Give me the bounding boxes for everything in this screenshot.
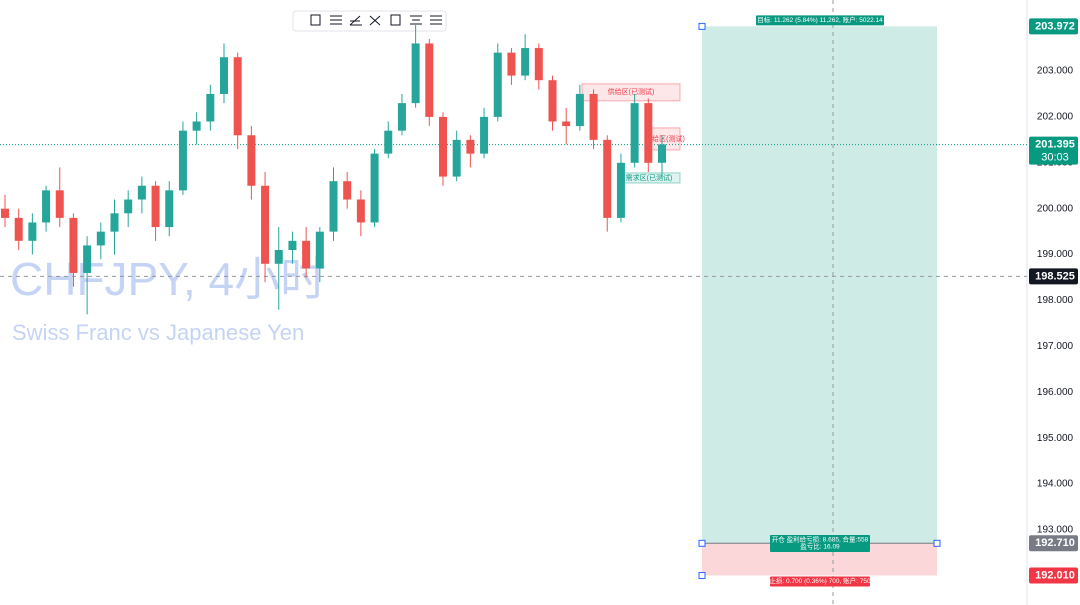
candle-body (178, 130, 187, 191)
zone (581, 83, 681, 102)
candle-body (274, 250, 283, 264)
candle-body (165, 190, 174, 228)
candle-body (548, 80, 557, 122)
candle-body (534, 48, 543, 81)
target-label: 目标: 11.262 (5.84%) 11,262, 账户: 5022.14 (757, 15, 883, 24)
y-tick-label: 195.000 (1037, 433, 1074, 444)
y-tick-label: 194.000 (1037, 479, 1074, 490)
y-tick-label: 193.000 (1037, 525, 1074, 536)
crosshair-tag: 198.525 (1035, 270, 1075, 282)
stop-label-bg (770, 576, 870, 587)
handle (698, 539, 706, 547)
candle-body (302, 240, 311, 269)
current-tag: 201.395 (1035, 139, 1075, 151)
candle-body (425, 43, 434, 117)
candle-body (452, 139, 461, 177)
y-tick-label: 200.000 (1037, 203, 1074, 214)
candle-body (356, 199, 365, 223)
entry-label-bg (770, 535, 870, 552)
toolbar-icons[interactable] (310, 14, 442, 26)
candle-body (644, 103, 653, 163)
zone-label: 需求区(已测试) (626, 173, 673, 182)
handle (933, 539, 941, 547)
candle-body (1, 208, 9, 218)
candle-body (124, 199, 133, 214)
target-label-bg (756, 15, 884, 26)
candle-body (521, 48, 530, 76)
y-tick-label: 202.000 (1037, 112, 1074, 123)
candle-body (233, 57, 242, 136)
candle-body (28, 222, 37, 241)
candle-body (206, 93, 215, 122)
target-tag-bg (1029, 18, 1078, 35)
y-tick-label: 197.000 (1037, 341, 1074, 352)
y-tick-label: 199.000 (1037, 249, 1074, 260)
candle-body (110, 213, 119, 232)
candle-body (329, 181, 338, 232)
countdown: 30:03 (1041, 152, 1069, 164)
candle-body (562, 121, 571, 127)
candle-body (288, 240, 297, 251)
entry-tag-bg (1029, 535, 1078, 552)
candle-body (466, 139, 475, 154)
toolbar-bg (292, 10, 447, 32)
candle-body (439, 116, 447, 177)
candle-body (480, 116, 489, 154)
zone-label: 供给区(测试) (645, 134, 685, 143)
y-tick-label: 203.000 (1037, 66, 1074, 77)
handle (698, 22, 706, 30)
candle-body (96, 231, 105, 246)
crosshair-tag-bg (1029, 268, 1078, 285)
candle-body (83, 245, 92, 273)
profit-zone (702, 26, 937, 544)
candle-body (247, 135, 256, 186)
stop-tag: 192.010 (1035, 569, 1075, 581)
toolbar[interactable] (292, 10, 447, 32)
candle-body (397, 103, 406, 131)
watermark-title: CHFJPY, 4小时 (10, 253, 326, 305)
candle-body (220, 57, 228, 94)
watermark-subtitle: Swiss Franc vs Japanese Yen (12, 320, 304, 345)
candle-body (42, 190, 51, 223)
candle-body (384, 130, 393, 154)
entry-tag: 192.710 (1035, 537, 1075, 549)
candle-body (370, 153, 379, 223)
candle-body (616, 162, 625, 218)
candle-body (14, 217, 23, 241)
candle-body (575, 93, 584, 127)
candle-body (69, 217, 78, 273)
stop-label: 止损: 0.700 (0.36%) 700, 账户: 750 (769, 576, 871, 585)
candle-body (137, 185, 146, 200)
candle-body (261, 185, 270, 264)
candle-body (493, 52, 502, 117)
candle-body (55, 190, 64, 218)
stop-tag-bg (1029, 567, 1078, 584)
candle-body (411, 43, 420, 104)
zone-label: 供给区(已测试) (608, 87, 655, 96)
entry-label: 开仓 盈利给亏损: 8.685, 合量:558 (772, 535, 869, 544)
current-tag-bg (1029, 136, 1078, 165)
y-tick-label: 198.000 (1037, 295, 1074, 306)
candle-body (151, 185, 160, 228)
y-tick-label: 196.000 (1037, 387, 1074, 398)
ratio-label: 盈亏比: 16.09 (800, 542, 840, 551)
candle-body (603, 139, 612, 218)
candle-body (507, 52, 516, 76)
handle (698, 571, 706, 579)
candle-body (589, 93, 598, 140)
candle-body (343, 181, 352, 200)
candle-body (192, 121, 201, 131)
candle-body (315, 231, 324, 269)
candle-body (630, 103, 639, 163)
candle-body (658, 144, 666, 163)
target-tag: 203.972 (1035, 20, 1075, 32)
